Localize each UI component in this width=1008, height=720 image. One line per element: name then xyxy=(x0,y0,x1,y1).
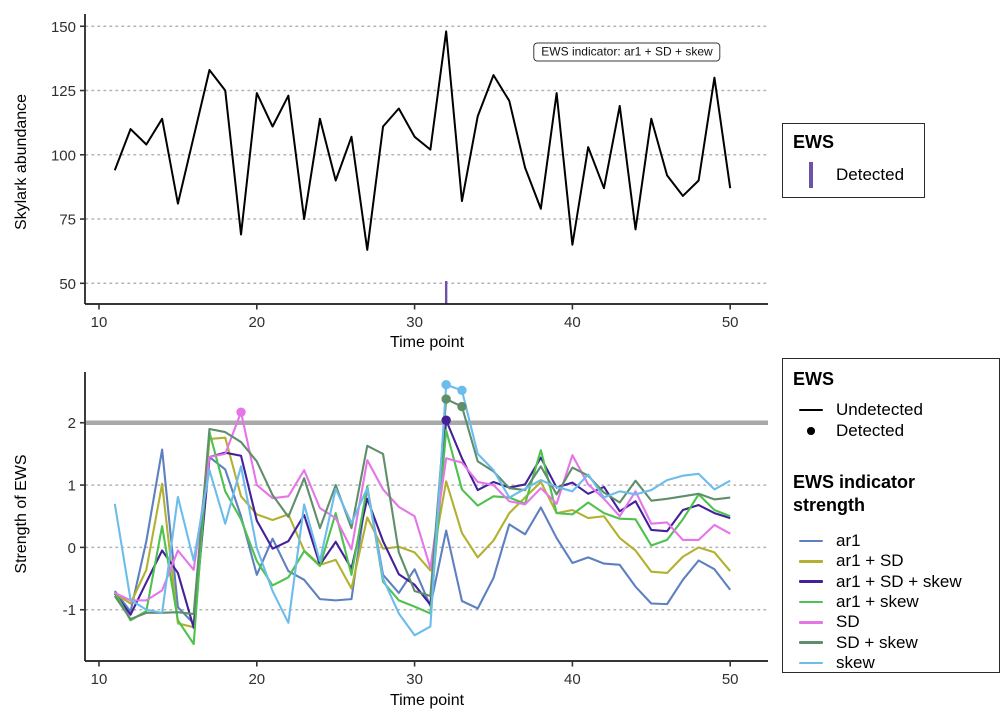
top-x-tick-label: 40 xyxy=(564,314,581,331)
bottom-y-tick-label: -1 xyxy=(63,602,76,619)
detected-point-skew xyxy=(457,386,466,395)
top-y-tick-label: 150 xyxy=(51,19,76,36)
bottom-x-tick-label: 20 xyxy=(248,671,265,688)
series-line-glyph-icon xyxy=(799,540,823,543)
legend-strength-title: EWS indicator strength xyxy=(793,471,953,517)
legend-item-detected-rug: Detected xyxy=(797,160,904,190)
legend-item-skew: skew xyxy=(797,653,962,673)
legend-item-label: ar1 + SD xyxy=(836,551,904,571)
top-y-axis-title: Skylark abundance xyxy=(13,94,31,230)
legend-strength-items: ar1ar1 + SDar1 + SD + skewar1 + skewSDSD… xyxy=(797,531,962,673)
glyph-area xyxy=(797,427,825,435)
detected-point-glyph-icon xyxy=(807,427,815,435)
glyph-area xyxy=(797,409,825,412)
legend-item-sd-skew: SD + skew xyxy=(797,632,962,652)
bottom-x-tick-label: 40 xyxy=(564,671,581,688)
detected-point-sd-skew xyxy=(441,394,450,403)
bottom-x-tick-label: 10 xyxy=(91,671,108,688)
legend-item-undetected: Undetected xyxy=(797,399,923,421)
legend-item-ar1-sd: ar1 + SD xyxy=(797,551,962,571)
top-x-tick-label: 20 xyxy=(248,314,265,331)
legend-ews-bottom-title: EWS xyxy=(793,369,834,390)
bottom-x-tick-label: 50 xyxy=(722,671,739,688)
glyph-area xyxy=(797,601,825,604)
glyph-area xyxy=(797,621,825,624)
legend-item-label: ar1 xyxy=(836,531,861,551)
legend-item-ar1-skew: ar1 + skew xyxy=(797,592,962,612)
legend-item-ar1: ar1 xyxy=(797,531,962,551)
bottom-y-tick-label: 2 xyxy=(68,415,76,432)
series-line-glyph-icon xyxy=(799,641,823,644)
top-x-tick-label: 30 xyxy=(406,314,423,331)
detected-point-skew xyxy=(441,380,450,389)
skylark-abundance-line xyxy=(115,31,730,249)
undetected-line-glyph-icon xyxy=(799,409,823,412)
top-y-tick-label: 125 xyxy=(51,83,76,100)
bottom-y-tick-label: 1 xyxy=(68,478,76,495)
top-y-tick-label: 100 xyxy=(51,147,76,164)
legend-ews-top-title: EWS xyxy=(793,132,834,153)
top-x-tick-label: 50 xyxy=(722,314,739,331)
legend-item-ar1-sd-skew: ar1 + SD + skew xyxy=(797,572,962,592)
legend-item-label: skew xyxy=(836,653,875,673)
legend-item-label: Detected xyxy=(836,421,904,441)
series-line-glyph-icon xyxy=(799,580,823,583)
ews-figure: 50 75 100 125 150 10 20 30 40 50 -1 0 1 2 10 20 30 40 50 S… xyxy=(0,0,1008,720)
top-y-tick-label: 75 xyxy=(59,212,76,229)
top-x-axis-title: Time point xyxy=(390,334,464,352)
ews-indicator-annotation: EWS indicator: ar1 + SD + skew xyxy=(533,43,720,62)
top-x-tick-label: 10 xyxy=(91,314,108,331)
legend-item-label: SD xyxy=(836,612,860,632)
detected-point-sd-skew xyxy=(457,402,466,411)
detected-rug-glyph-icon xyxy=(809,162,812,188)
glyph-area xyxy=(797,580,825,583)
legend-item-label: SD + skew xyxy=(836,633,918,653)
bottom-x-axis-title: Time point xyxy=(390,692,464,710)
legend-item-label: ar1 + skew xyxy=(836,592,919,612)
detected-point-ar1-sd-skew xyxy=(441,416,450,425)
bottom-x-tick-label: 30 xyxy=(406,671,423,688)
series-line-glyph-icon xyxy=(799,662,823,665)
glyph-area xyxy=(797,162,825,188)
glyph-area xyxy=(797,641,825,644)
glyph-area xyxy=(797,662,825,665)
bottom-y-tick-label: 0 xyxy=(68,540,76,557)
legend-ews-top: EWS Detected xyxy=(782,123,925,198)
series-line-glyph-icon xyxy=(799,601,823,604)
legend-item-label: Undetected xyxy=(836,400,923,420)
series-line-glyph-icon xyxy=(799,621,823,624)
legend-item-label: ar1 + SD + skew xyxy=(836,572,962,592)
detected-point-sd xyxy=(236,407,245,416)
bottom-y-axis-title: Strength of EWS xyxy=(13,454,31,573)
legend-ews-bottom: EWS Undetected Detected EWS indicator st… xyxy=(782,358,1000,673)
top-y-tick-label: 50 xyxy=(59,276,76,293)
legend-item-sd: SD xyxy=(797,612,962,632)
glyph-area xyxy=(797,560,825,563)
legend-item-label: Detected xyxy=(836,165,904,185)
glyph-area xyxy=(797,540,825,543)
legend-item-detected-point: Detected xyxy=(797,420,904,442)
series-line-glyph-icon xyxy=(799,560,823,563)
